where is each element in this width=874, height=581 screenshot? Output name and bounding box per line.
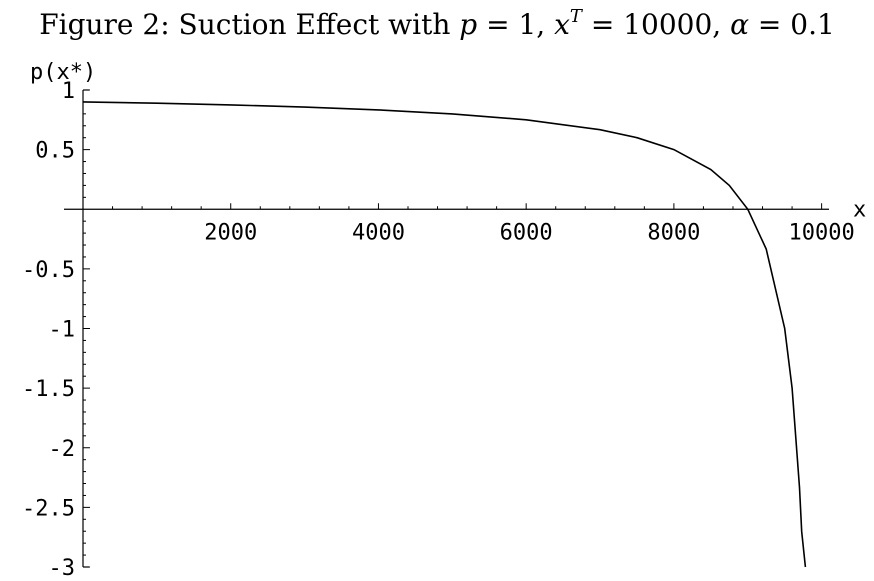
axes [64, 89, 829, 568]
y-tick-label: -1.5 [22, 377, 75, 402]
title-x-symbol: x [554, 8, 570, 41]
x-tick-label: 4000 [352, 220, 405, 245]
y-tick-label: -0.5 [22, 258, 75, 283]
y-tick-label: 0.5 [35, 139, 75, 164]
x-axis-label: x [853, 197, 866, 222]
y-tick-label: 1 [62, 79, 75, 104]
y-tick-label: -2 [49, 437, 76, 462]
title-alpha-symbol: α [730, 8, 749, 41]
title-x-value: = 10000, [581, 8, 731, 41]
chart-title: Figure 2: Suction Effect with p = 1, xT … [0, 6, 874, 42]
series-line [82, 101, 807, 568]
y-ticks: 1 0.5 -0.5 -1 -1.5 -2 -2.5 -3 [22, 79, 90, 581]
y-tick-label: -3 [49, 556, 76, 581]
y-axis-label: p(x*) [30, 60, 96, 85]
x-tick-label: 10000 [788, 220, 854, 245]
title-x-superscript: T [569, 6, 582, 27]
title-p-symbol: p [459, 8, 478, 41]
y-tick-label: -2.5 [22, 496, 75, 521]
x-tick-label: 6000 [500, 220, 553, 245]
title-p-value: = 1, [477, 8, 555, 41]
x-tick-label: 8000 [647, 220, 700, 245]
title-alpha-value: = 0.1 [749, 8, 835, 41]
title-prefix: Figure 2: Suction Effect with [39, 8, 460, 41]
x-ticks: 2000 4000 6000 8000 10000 [112, 203, 855, 245]
y-tick-label: -1 [49, 318, 76, 343]
x-tick-label: 2000 [204, 220, 257, 245]
